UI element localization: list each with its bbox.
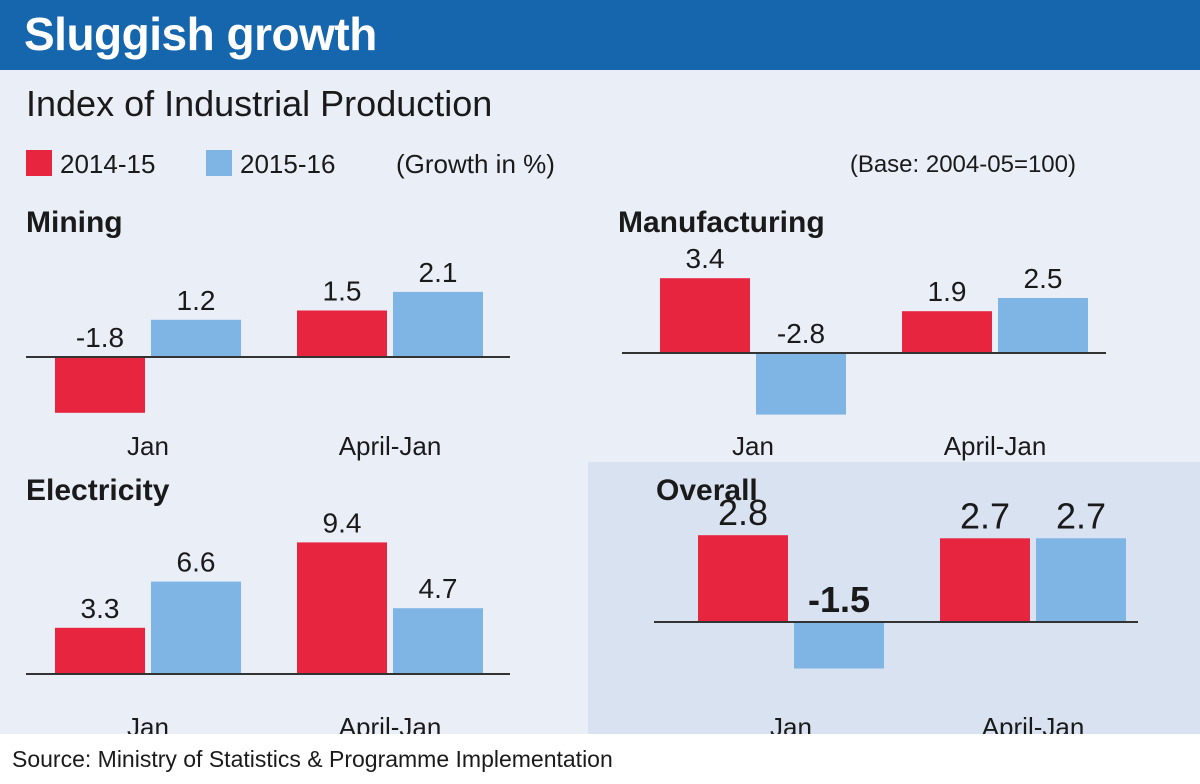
category-label: April-Jan — [944, 431, 1047, 461]
bar-2015-16-Jan — [151, 581, 241, 674]
bar-2014-15-April-Jan — [940, 538, 1030, 622]
data-label: 1.2 — [177, 285, 216, 316]
data-label: 1.5 — [323, 276, 362, 307]
panel-overall: Overall 2.8 2.7 -1.5 2.7 Jan April-Jan — [588, 462, 1200, 742]
chart-svg-0: Mining -1.8 1.5 1.2 2.1 Jan April-Jan — [26, 206, 510, 461]
panel-title: Manufacturing — [618, 206, 825, 239]
category-label: April-Jan — [339, 431, 442, 461]
legend-swatch-2014-15 — [26, 150, 52, 176]
panel-title: Mining — [26, 206, 123, 239]
bar-2015-16-April-Jan — [393, 291, 483, 357]
bar-2015-16-Jan — [794, 622, 884, 669]
data-label: 2.7 — [960, 495, 1010, 536]
bar-2015-16-April-Jan — [1036, 538, 1126, 622]
bar-2015-16-April-Jan — [393, 608, 483, 674]
category-label: Jan — [732, 431, 774, 461]
bar-2015-16-April-Jan — [998, 298, 1088, 353]
data-label: 2.8 — [718, 492, 768, 533]
data-label: 4.7 — [419, 573, 458, 604]
data-label: 2.1 — [419, 257, 458, 288]
bar-2015-16-Jan — [756, 353, 846, 415]
unit-note: (Growth in %) — [396, 149, 555, 179]
data-label: 3.3 — [81, 593, 120, 624]
data-label: 2.5 — [1024, 263, 1063, 294]
data-label: 6.6 — [177, 547, 216, 578]
bar-2014-15-Jan — [660, 278, 750, 353]
subtitle: Index of Industrial Production — [26, 83, 493, 124]
legend-label-2014-15: 2014-15 — [60, 149, 156, 179]
data-label: -1.5 — [808, 579, 870, 620]
bar-2014-15-April-Jan — [297, 310, 387, 357]
panel-manufacturing: Manufacturing 3.4 1.9 -2.8 2.5 Jan April-Jan — [588, 200, 1200, 461]
bar-2014-15-Jan — [55, 627, 145, 674]
data-label: -2.8 — [777, 318, 825, 349]
header-bar: Sluggish growth — [0, 0, 1200, 70]
source-note: Source: Ministry of Statistics & Program… — [12, 746, 613, 772]
panel-title: Electricity — [26, 474, 170, 507]
footer: Source: Ministry of Statistics & Program… — [0, 734, 1200, 784]
bar-2014-15-April-Jan — [902, 311, 992, 353]
panel-title: Overall — [656, 474, 758, 507]
data-label: 2.7 — [1056, 495, 1106, 536]
bar-2015-16-Jan — [151, 319, 241, 357]
chart-title: Sluggish growth — [24, 8, 377, 60]
chart-area: Index of Industrial Production 2014-15 2… — [0, 70, 1200, 742]
data-label: 9.4 — [323, 507, 362, 538]
data-label: 1.9 — [928, 276, 967, 307]
bar-2014-15-Jan — [55, 357, 145, 413]
data-label: 3.4 — [686, 243, 725, 274]
panel-electricity: Electricity 3.3 9.4 6.6 4.7 Jan April-Jan — [0, 462, 580, 742]
category-label: Jan — [127, 431, 169, 461]
legend-item-2014-15: 2014-15 — [26, 148, 155, 180]
data-label: -1.8 — [76, 322, 124, 353]
chart-svg-1: Manufacturing 3.4 1.9 -2.8 2.5 Jan April-Jan — [618, 206, 1106, 461]
legend-label-2015-16: 2015-16 — [240, 149, 336, 179]
legend-swatch-2015-16 — [206, 150, 232, 176]
base-note: (Base: 2004-05=100) — [849, 151, 1076, 178]
panel-mining: Mining -1.8 1.5 1.2 2.1 Jan April-Jan — [0, 200, 580, 461]
legend-item-2015-16: 2015-16 — [206, 148, 335, 180]
bar-2014-15-Jan — [698, 535, 788, 622]
bar-2014-15-April-Jan — [297, 542, 387, 674]
